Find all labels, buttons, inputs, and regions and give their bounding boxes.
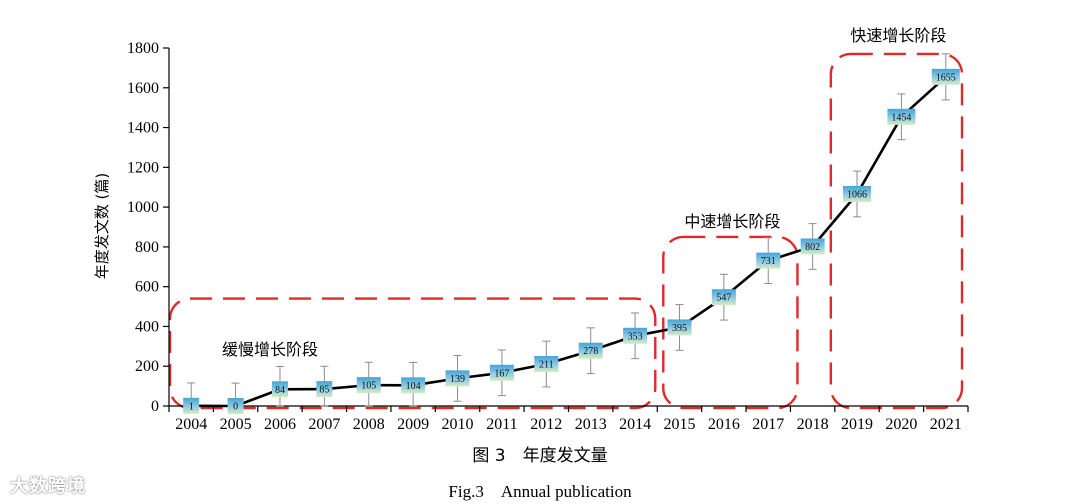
x-tick-label: 2005 bbox=[220, 416, 252, 433]
x-tick-label: 2021 bbox=[930, 416, 962, 433]
data-point-marker bbox=[316, 381, 333, 398]
data-point-marker bbox=[843, 185, 872, 202]
data-point-marker bbox=[711, 289, 736, 306]
data-label: 167 bbox=[494, 368, 509, 379]
data-point-marker bbox=[445, 370, 470, 387]
data-point: 211 bbox=[534, 356, 559, 373]
x-tick-label: 2010 bbox=[442, 416, 474, 433]
phase-box bbox=[662, 235, 799, 410]
x-tick-label: 2020 bbox=[885, 416, 917, 433]
x-tick-label: 2008 bbox=[353, 416, 385, 433]
figure-caption-english: Fig.3 Annual publication bbox=[448, 482, 632, 501]
data-label: 1454 bbox=[891, 112, 911, 123]
data-label: 105 bbox=[361, 381, 376, 392]
x-tick-label: 2007 bbox=[308, 416, 340, 433]
x-tick-label: 2017 bbox=[752, 416, 784, 433]
data-point-marker bbox=[756, 252, 781, 269]
x-tick-label: 2004 bbox=[175, 416, 207, 433]
phase-label: 快速增长阶段 bbox=[850, 26, 946, 45]
data-point-marker bbox=[800, 238, 825, 255]
y-tick-label: 200 bbox=[135, 358, 159, 375]
data-point: 1066 bbox=[843, 185, 872, 202]
data-label: 104 bbox=[406, 381, 421, 392]
x-tick-label: 2015 bbox=[663, 416, 695, 433]
data-point: 85 bbox=[316, 381, 333, 398]
y-tick-label: 1200 bbox=[127, 159, 159, 176]
y-tick-label: 1800 bbox=[127, 40, 159, 57]
y-tick-label: 600 bbox=[135, 279, 159, 296]
data-point: 395 bbox=[667, 319, 692, 336]
data-label: 211 bbox=[539, 360, 554, 371]
data-point: 547 bbox=[711, 289, 736, 306]
data-label: 547 bbox=[716, 293, 731, 304]
data-label: 84 bbox=[275, 385, 285, 396]
y-tick-label: 1400 bbox=[127, 120, 159, 137]
y-tick-label: 1000 bbox=[127, 199, 159, 216]
data-label: 85 bbox=[319, 385, 329, 396]
x-tick-label: 2014 bbox=[619, 416, 651, 433]
x-tick-label: 2012 bbox=[530, 416, 562, 433]
x-tick-label: 2018 bbox=[797, 416, 829, 433]
data-point: 105 bbox=[356, 377, 381, 394]
x-tick-label: 2011 bbox=[486, 416, 517, 433]
data-label: 0 bbox=[233, 402, 238, 413]
data-point-marker bbox=[667, 319, 692, 336]
data-label: 802 bbox=[805, 242, 820, 253]
data-point: 278 bbox=[578, 342, 603, 359]
chart: 0 200 400 600 800 1000 1200 1400 1600 1800 2004 200… bbox=[93, 26, 969, 433]
data-label: 395 bbox=[672, 323, 687, 334]
watermark: 大数跨境 bbox=[10, 476, 86, 497]
figure-caption-chinese: 图 3 年度发文量 bbox=[472, 446, 608, 466]
data-point: 0 bbox=[227, 398, 244, 414]
x-tick-label: 2009 bbox=[397, 416, 429, 433]
data-point: 104 bbox=[401, 377, 426, 394]
data-point-marker bbox=[227, 398, 244, 414]
data-point: 353 bbox=[623, 327, 648, 344]
data-point: 1454 bbox=[887, 108, 916, 125]
data-point: 1 bbox=[183, 397, 200, 414]
data-label: 1066 bbox=[847, 189, 867, 200]
y-axis-label: 年度发文数 (篇) bbox=[93, 173, 111, 279]
data-point-marker bbox=[271, 381, 288, 398]
x-tick-label: 2013 bbox=[575, 416, 607, 433]
data-point-marker bbox=[489, 364, 514, 381]
y-tick-label: 0 bbox=[151, 398, 159, 415]
y-tick-label: 400 bbox=[135, 318, 159, 335]
phase-box bbox=[168, 297, 657, 410]
data-point: 139 bbox=[445, 370, 470, 387]
data-point-marker bbox=[534, 356, 559, 373]
data-label: 1 bbox=[189, 401, 194, 412]
data-point-marker bbox=[887, 108, 916, 125]
y-tick-label: 1600 bbox=[127, 80, 159, 97]
data-label: 1655 bbox=[936, 72, 956, 83]
data-point-marker bbox=[183, 397, 200, 414]
data-point-marker bbox=[623, 327, 648, 344]
phase-label: 中速增长阶段 bbox=[684, 212, 780, 231]
phase-label: 缓慢增长阶段 bbox=[222, 340, 318, 359]
data-point: 731 bbox=[756, 252, 781, 269]
x-tick-label: 2019 bbox=[841, 416, 873, 433]
data-point-marker bbox=[401, 377, 426, 394]
data-point: 84 bbox=[271, 381, 288, 398]
data-point-marker bbox=[356, 377, 381, 394]
data-label: 278 bbox=[583, 346, 598, 357]
data-point: 802 bbox=[800, 238, 825, 255]
data-point: 1655 bbox=[931, 68, 960, 85]
data-label: 139 bbox=[450, 374, 465, 385]
data-label: 731 bbox=[761, 256, 776, 267]
data-point: 167 bbox=[489, 364, 514, 381]
x-tick-label: 2016 bbox=[708, 416, 740, 433]
data-label: 353 bbox=[628, 331, 643, 342]
data-point-marker bbox=[931, 68, 960, 85]
phase-box bbox=[829, 52, 964, 410]
y-tick-label: 800 bbox=[135, 239, 159, 256]
x-tick-label: 2006 bbox=[264, 416, 296, 433]
data-point-marker bbox=[578, 342, 603, 359]
